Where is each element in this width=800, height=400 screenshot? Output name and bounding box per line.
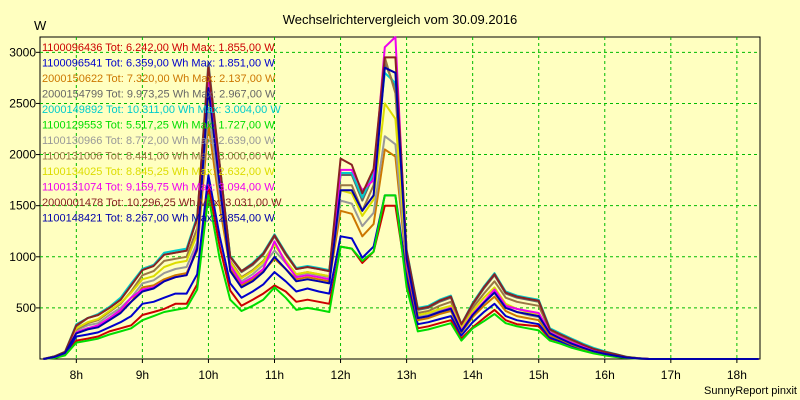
legend-entry-1100131074: 1100131074 Tot: 9.159,75 Wh Max: 3.094,0… — [42, 182, 275, 194]
legend-entry-1100096436: 1100096436 Tot: 6.242,00 Wh Max: 1.855,0… — [42, 42, 275, 54]
footer-credit: SunnyReport pinxit — [704, 385, 797, 397]
legend-entry-2000149892: 2000149892 Tot: 10.311,00 Wh Max: 3.004,… — [42, 104, 281, 116]
y-tick-label: 500 — [16, 301, 36, 315]
chart-title: Wechselrichtervergleich vom 30.09.2016 — [283, 12, 518, 27]
legend-entry-2000001478: 2000001478 Tot: 10.296,25 Wh Max: 3.031,… — [42, 197, 282, 209]
legend-entry-1100130966: 1100130966 Tot: 8.772,00 Wh Max: 2.639,0… — [42, 135, 275, 147]
legend-entry-2000154799: 2000154799 Tot: 9.973,25 Wh Max: 2.967,0… — [42, 89, 276, 101]
legend-entry-1100148421: 1100148421 Tot: 8.267,00 Wh Max: 2.854,0… — [42, 213, 275, 225]
x-tick-label: 17h — [661, 368, 681, 382]
x-tick-label: 8h — [70, 368, 83, 382]
axes: 500 1000 1500 2000 2500 3000 8h 9h 10h 11h 12h 13h 1… — [9, 45, 747, 382]
x-tick-label: 14h — [463, 368, 483, 382]
legend: 1100096436 Tot: 6.242,00 Wh Max: 1.855,0… — [42, 42, 282, 225]
x-tick-label: 11h — [265, 368, 284, 382]
x-tick-label: 12h — [331, 368, 351, 382]
x-tick-label: 13h — [397, 368, 417, 382]
x-tick-label: 16h — [595, 368, 615, 382]
x-tick-label: 9h — [136, 368, 149, 382]
x-tick-label: 10h — [198, 368, 218, 382]
legend-entry-1100096541: 1100096541 Tot: 6.359,00 Wh Max: 1.851,0… — [42, 58, 275, 70]
y-tick-label: 1000 — [9, 250, 36, 264]
legend-entry-1100134025: 1100134025 Tot: 8.845,25 Wh Max: 2.632,0… — [42, 166, 275, 178]
y-tick-label: 1500 — [9, 199, 36, 213]
legend-entry-1100129553: 1100129553 Tot: 5.517,25 Wh Max: 1.727,0… — [42, 120, 275, 132]
y-tick-label: 2000 — [9, 148, 36, 162]
y-tick-label: 2500 — [9, 96, 36, 110]
legend-entry-1100131006: 1100131006 Tot: 8.441,00 Wh Max: 3.000,0… — [42, 151, 275, 163]
series-line-1100148421 — [43, 66, 759, 360]
series-lines — [43, 36, 759, 360]
legend-entry-2000150622: 2000150622 Tot: 7.320,00 Wh Max: 2.137,0… — [42, 73, 276, 85]
y-axis-unit-label: W — [34, 18, 47, 33]
x-tick-label: 15h — [529, 368, 549, 382]
y-tick-label: 3000 — [9, 45, 36, 59]
x-tick-label: 18h — [727, 368, 747, 382]
